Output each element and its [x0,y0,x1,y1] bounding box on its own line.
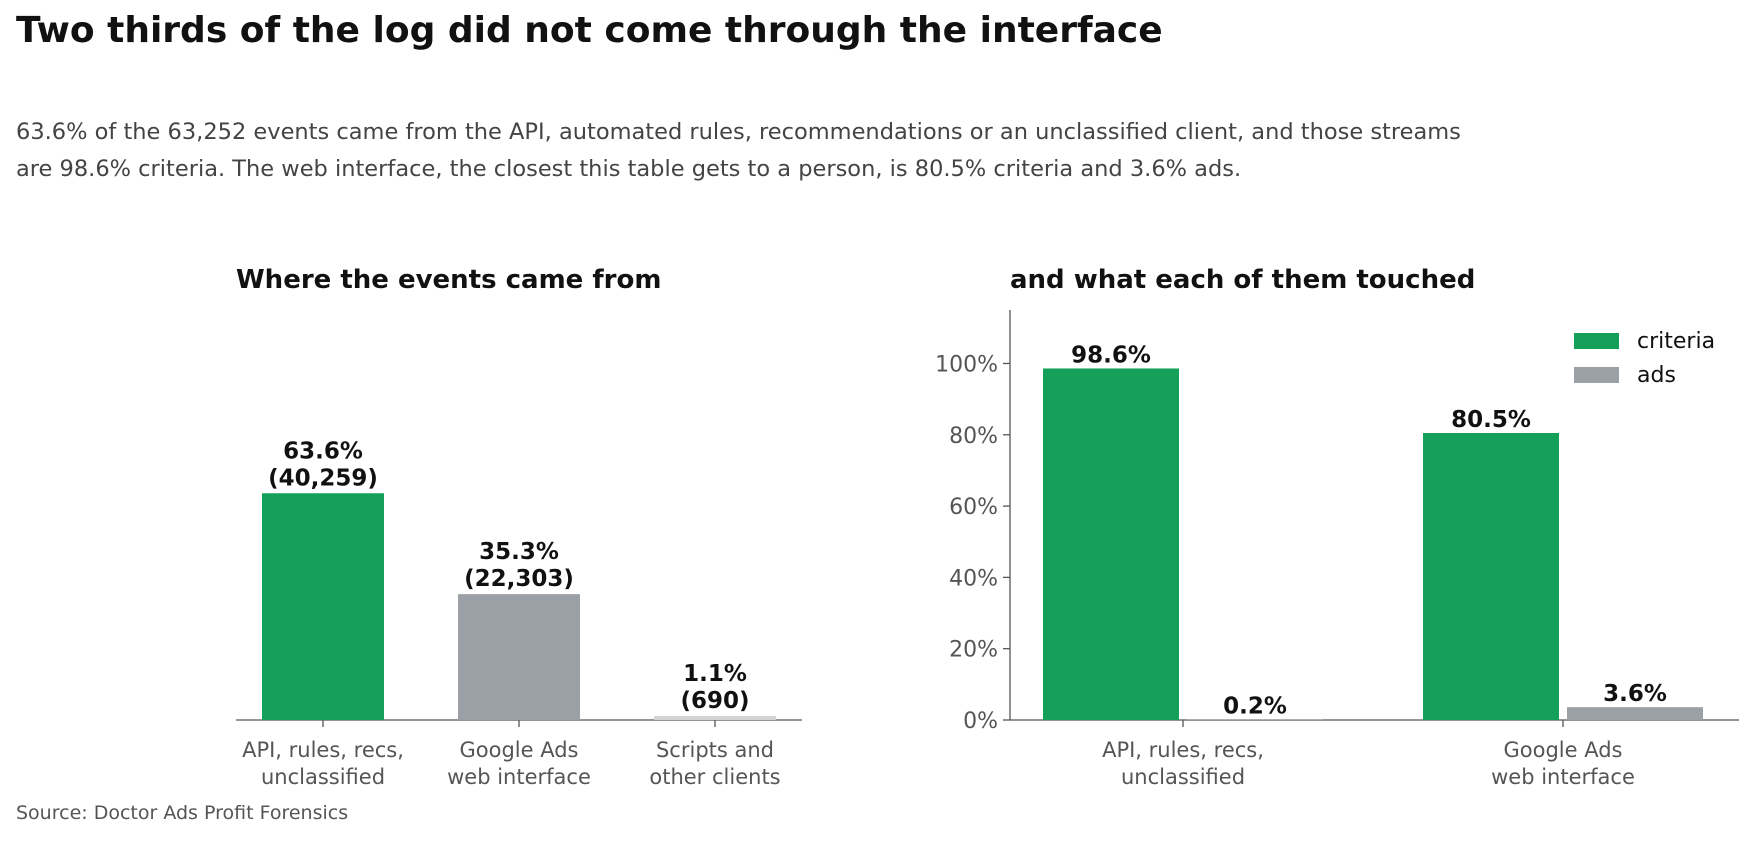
source-bar-value-label-1: 35.3% [479,539,559,565]
touched-bar-criteria-0 [1043,368,1179,720]
source-x-tick-label-2: Scripts and other clients [649,738,780,789]
touched-x-tick-label-0: API, rules, recs, unclassified [1102,738,1264,789]
source-bar-count-label-1: (22,303) [464,566,574,592]
legend-swatch-ads [1574,367,1619,383]
source-bar-0 [262,493,384,720]
touched-bar-criteria-1 [1423,433,1559,720]
source-bar-2 [654,716,776,720]
source-bar-count-label-0: (40,259) [268,465,378,491]
source-bar-value-label-2: 1.1% [683,661,747,687]
source-bar-count-label-2: (690) [680,688,749,714]
page-subtitle: 63.6% of the 63,252 events came from the… [16,119,1461,182]
source-x-tick-label-0: API, rules, recs, unclassified [242,738,404,789]
source-bar-value-label-0: 63.6% [283,438,363,464]
source-chart-title: Where the events came from [236,265,661,295]
source-bar-1 [458,594,580,720]
touched-chart-legend: criteria ads [1574,329,1715,388]
source-chart: Where the events came from 63.6%(40,259)… [236,265,802,789]
touched-y-tick-label-4: 80% [949,424,998,449]
touched-bar-label-criteria-0: 98.6% [1071,342,1151,368]
touched-bar-ads-0 [1187,719,1323,720]
touched-y-tick-label-5: 100% [935,352,998,377]
touched-bar-label-ads-0: 0.2% [1223,693,1287,719]
legend-swatch-criteria [1574,333,1619,349]
touched-x-tick-label-1: Google Ads web interface [1491,738,1635,789]
page-title: Two thirds of the log did not come throu… [16,10,1163,51]
source-note: Source: Doctor Ads Profit Forensics [16,802,349,824]
touched-chart-title: and what each of them touched [1010,265,1475,295]
touched-bar-ads-1 [1567,707,1703,720]
legend-label-criteria: criteria [1637,329,1715,354]
source-x-tick-label-1: Google Ads web interface [447,738,591,789]
touched-chart: and what each of them touched 0% 20% 40% 60… [935,265,1739,789]
touched-y-tick-label-0: 0% [963,709,998,734]
touched-y-tick-label-2: 40% [949,566,998,591]
touched-y-tick-label-3: 60% [949,495,998,520]
touched-y-tick-label-1: 20% [949,638,998,663]
touched-bar-label-criteria-1: 80.5% [1451,407,1531,433]
legend-label-ads: ads [1637,363,1676,388]
touched-bar-label-ads-1: 3.6% [1603,681,1667,707]
